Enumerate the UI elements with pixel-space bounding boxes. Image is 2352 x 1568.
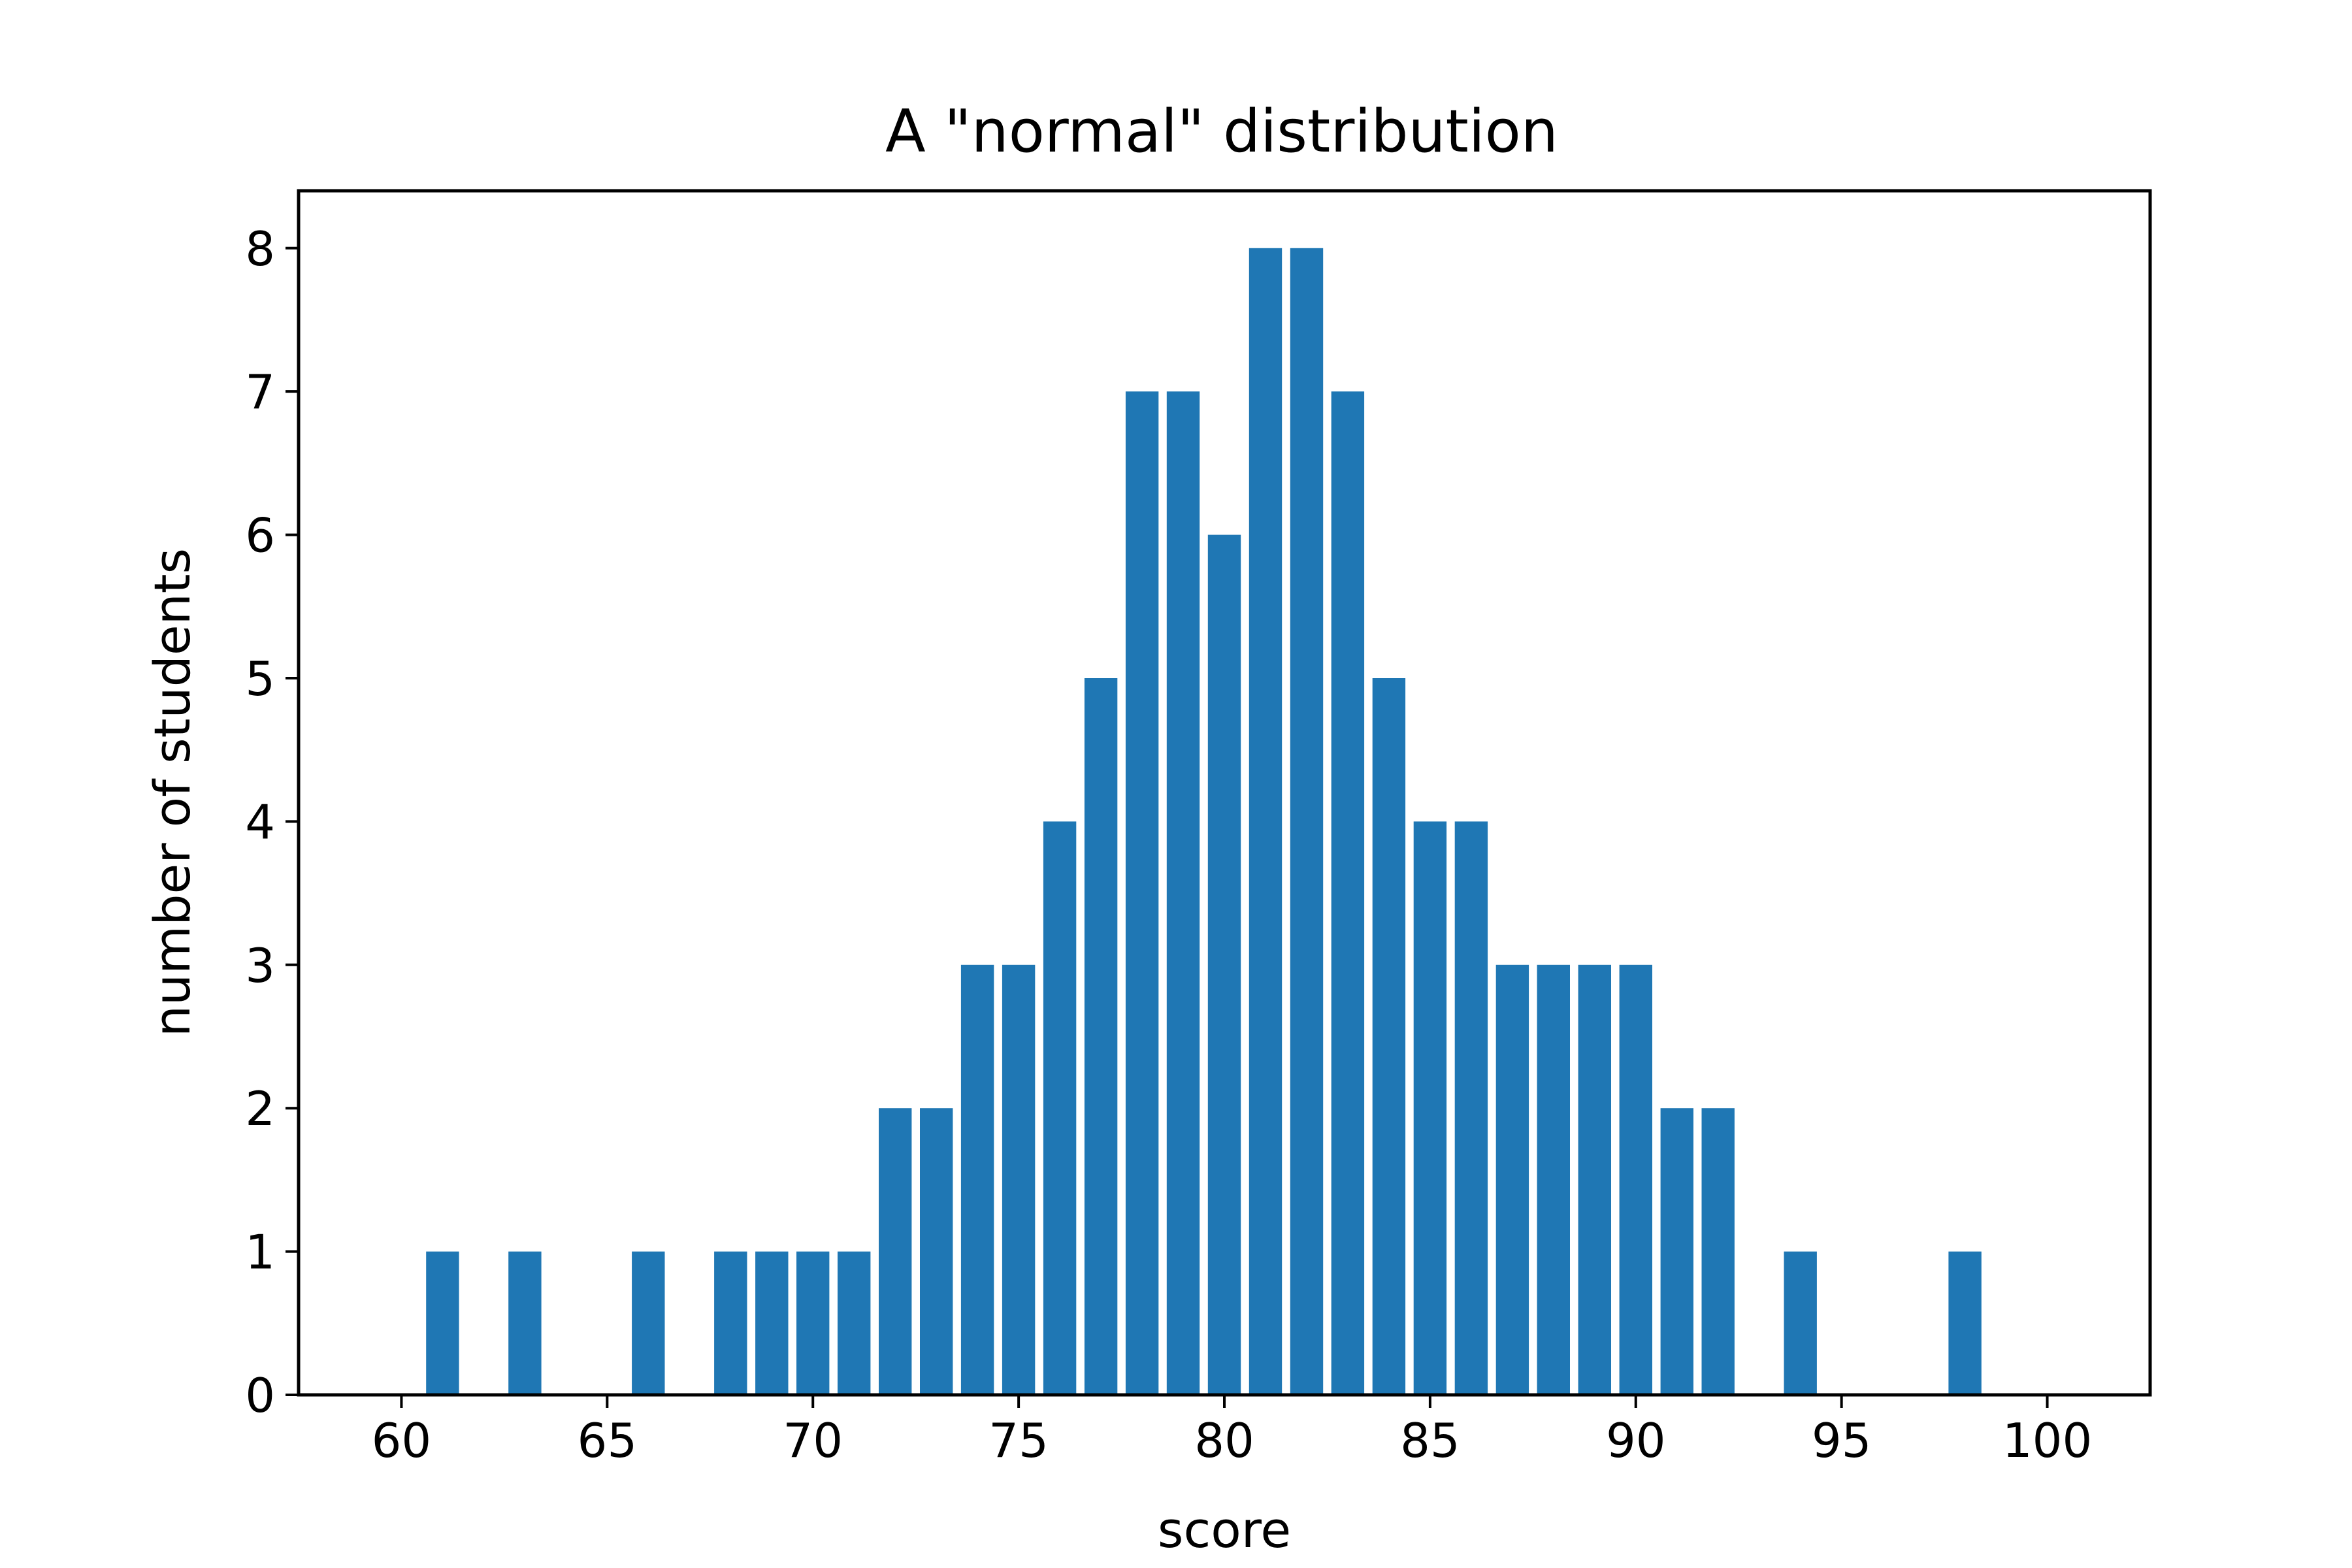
bar-78 <box>1125 391 1159 1396</box>
bar-69 <box>755 1251 789 1395</box>
y-tick-label: 6 <box>245 508 275 563</box>
x-axis: 60 65 70 75 80 85 90 95 100 <box>372 1395 2092 1468</box>
y-tick-label: 1 <box>245 1225 275 1280</box>
bars-group <box>426 248 1982 1396</box>
y-tick-label: 3 <box>245 938 275 993</box>
bar-70 <box>796 1251 830 1395</box>
bar-71 <box>838 1251 871 1395</box>
bar-90 <box>1619 964 1652 1395</box>
x-tick-label: 90 <box>1606 1413 1666 1468</box>
bar-66 <box>632 1251 665 1395</box>
x-tick-label: 85 <box>1400 1413 1460 1468</box>
y-tick-label: 5 <box>245 651 275 706</box>
bar-72 <box>879 1108 912 1395</box>
bar-87 <box>1495 964 1529 1395</box>
y-axis-label: number of students <box>143 548 201 1037</box>
y-axis: 0 1 2 3 4 5 6 7 8 <box>245 221 299 1423</box>
bar-73 <box>920 1108 953 1395</box>
bar-61 <box>426 1251 459 1395</box>
x-tick-label: 60 <box>372 1413 432 1468</box>
x-axis-label: score <box>1158 1501 1291 1559</box>
x-tick-label: 65 <box>578 1413 638 1468</box>
bar-86 <box>1454 821 1488 1395</box>
y-tick-label: 7 <box>245 365 275 419</box>
bar-79 <box>1166 391 1200 1396</box>
y-tick-label: 4 <box>245 794 275 849</box>
bar-91 <box>1660 1108 1693 1395</box>
x-tick-label: 70 <box>783 1413 843 1468</box>
bar-88 <box>1537 964 1570 1395</box>
bar-94 <box>1784 1251 1817 1395</box>
bar-68 <box>714 1251 747 1395</box>
x-tick-label: 95 <box>1812 1413 1872 1468</box>
bar-81 <box>1249 248 1282 1395</box>
y-tick-label: 8 <box>245 221 275 276</box>
bar-74 <box>960 964 994 1395</box>
bar-85 <box>1413 821 1447 1395</box>
bar-76 <box>1043 821 1077 1395</box>
bar-98 <box>1948 1251 1982 1395</box>
y-tick-label: 0 <box>245 1368 275 1423</box>
bar-80 <box>1207 534 1241 1395</box>
bar-92 <box>1701 1108 1735 1395</box>
x-tick-label: 100 <box>2002 1413 2092 1468</box>
chart-title: A "normal" distribution <box>885 97 1558 166</box>
bar-89 <box>1578 964 1611 1395</box>
bar-84 <box>1372 678 1406 1395</box>
bar-77 <box>1084 678 1118 1395</box>
bar-75 <box>1002 964 1036 1395</box>
bar-83 <box>1331 391 1365 1396</box>
bar-82 <box>1290 248 1324 1395</box>
y-tick-label: 2 <box>245 1081 275 1136</box>
x-tick-label: 75 <box>988 1413 1049 1468</box>
bar-63 <box>508 1251 542 1395</box>
x-tick-label: 80 <box>1194 1413 1254 1468</box>
